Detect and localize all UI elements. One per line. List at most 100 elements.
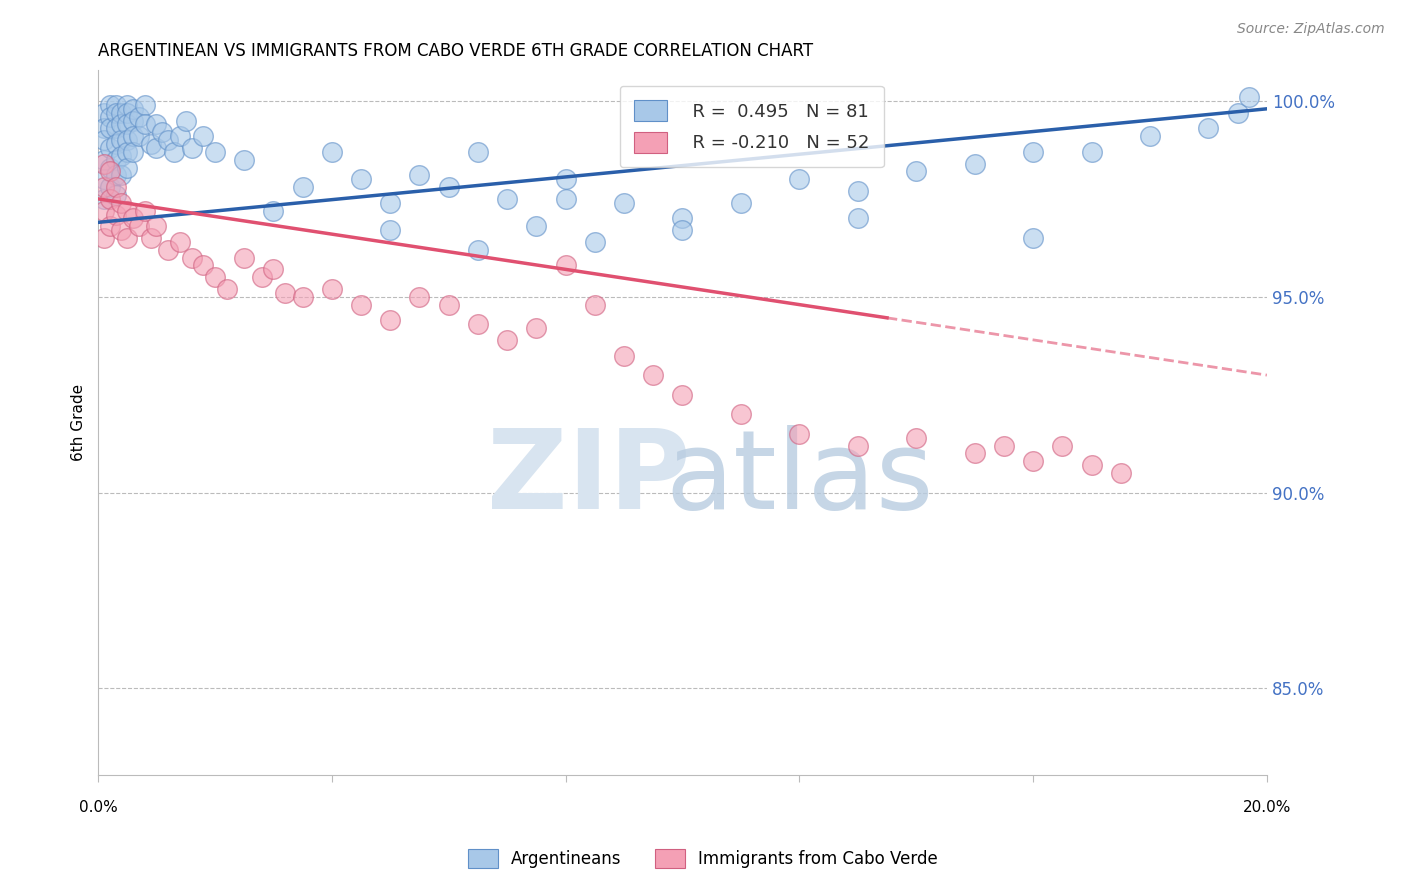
Text: ARGENTINEAN VS IMMIGRANTS FROM CABO VERDE 6TH GRADE CORRELATION CHART: ARGENTINEAN VS IMMIGRANTS FROM CABO VERD… [98,42,813,60]
Point [846,184,869,198]
Point [730,407,752,421]
Point [408,169,430,183]
Point [846,439,869,453]
Point [110,133,132,147]
Point [1226,105,1249,120]
Point [110,105,132,120]
Point [104,169,127,183]
Point [671,211,693,226]
Point [583,298,606,312]
Point [583,235,606,249]
Point [122,145,145,159]
Point [163,145,186,159]
Point [215,282,238,296]
Point [98,180,121,194]
Point [467,243,489,257]
Point [117,161,139,175]
Point [93,133,115,147]
Point [613,195,636,210]
Text: atlas: atlas [665,425,934,532]
Point [104,208,127,222]
Point [643,368,665,383]
Point [730,195,752,210]
Legend:   R =  0.495   N = 81,   R = -0.210   N = 52: R = 0.495 N = 81, R = -0.210 N = 52 [620,86,884,167]
Point [122,113,145,128]
Point [350,172,373,186]
Point [789,172,811,186]
Point [554,172,576,186]
Point [104,188,127,202]
Point [437,298,460,312]
Point [496,192,519,206]
Point [134,118,156,132]
Point [1022,231,1045,245]
Point [1080,458,1102,473]
Point [104,105,127,120]
Point [233,153,256,167]
Point [180,251,202,265]
Point [93,192,115,206]
Point [93,203,115,218]
Point [554,192,576,206]
Point [671,223,693,237]
Point [1109,466,1132,480]
Point [262,203,284,218]
Point [139,136,162,151]
Point [524,321,547,335]
Point [789,426,811,441]
Point [262,262,284,277]
Point [204,145,226,159]
Point [117,203,139,218]
Point [98,110,121,124]
Point [437,180,460,194]
Point [139,231,162,245]
Point [122,102,145,116]
Point [110,149,132,163]
Point [174,113,197,128]
Point [117,133,139,147]
Point [98,219,121,234]
Point [250,270,273,285]
Point [321,145,343,159]
Point [467,145,489,159]
Point [110,169,132,183]
Point [128,110,150,124]
Text: 0.0%: 0.0% [79,799,118,814]
Point [180,141,202,155]
Point [134,203,156,218]
Point [1022,145,1045,159]
Point [380,313,402,327]
Point [98,164,121,178]
Point [104,136,127,151]
Point [122,129,145,144]
Point [104,180,127,194]
Point [963,156,986,170]
Point [274,285,297,300]
Point [104,121,127,136]
Point [98,192,121,206]
Point [134,98,156,112]
Point [93,231,115,245]
Point [193,129,215,144]
Point [963,446,986,460]
Text: Source: ZipAtlas.com: Source: ZipAtlas.com [1237,22,1385,37]
Y-axis label: 6th Grade: 6th Grade [72,384,86,460]
Point [98,98,121,112]
Point [204,270,226,285]
Point [93,180,115,194]
Point [169,235,191,249]
Point [1052,439,1074,453]
Point [1022,454,1045,468]
Point [846,211,869,226]
Point [1197,121,1219,136]
Point [117,231,139,245]
Point [117,98,139,112]
Text: 20.0%: 20.0% [1243,799,1291,814]
Point [117,145,139,159]
Point [905,164,928,178]
Point [905,431,928,445]
Point [380,223,402,237]
Point [93,105,115,120]
Point [524,219,547,234]
Point [93,156,115,170]
